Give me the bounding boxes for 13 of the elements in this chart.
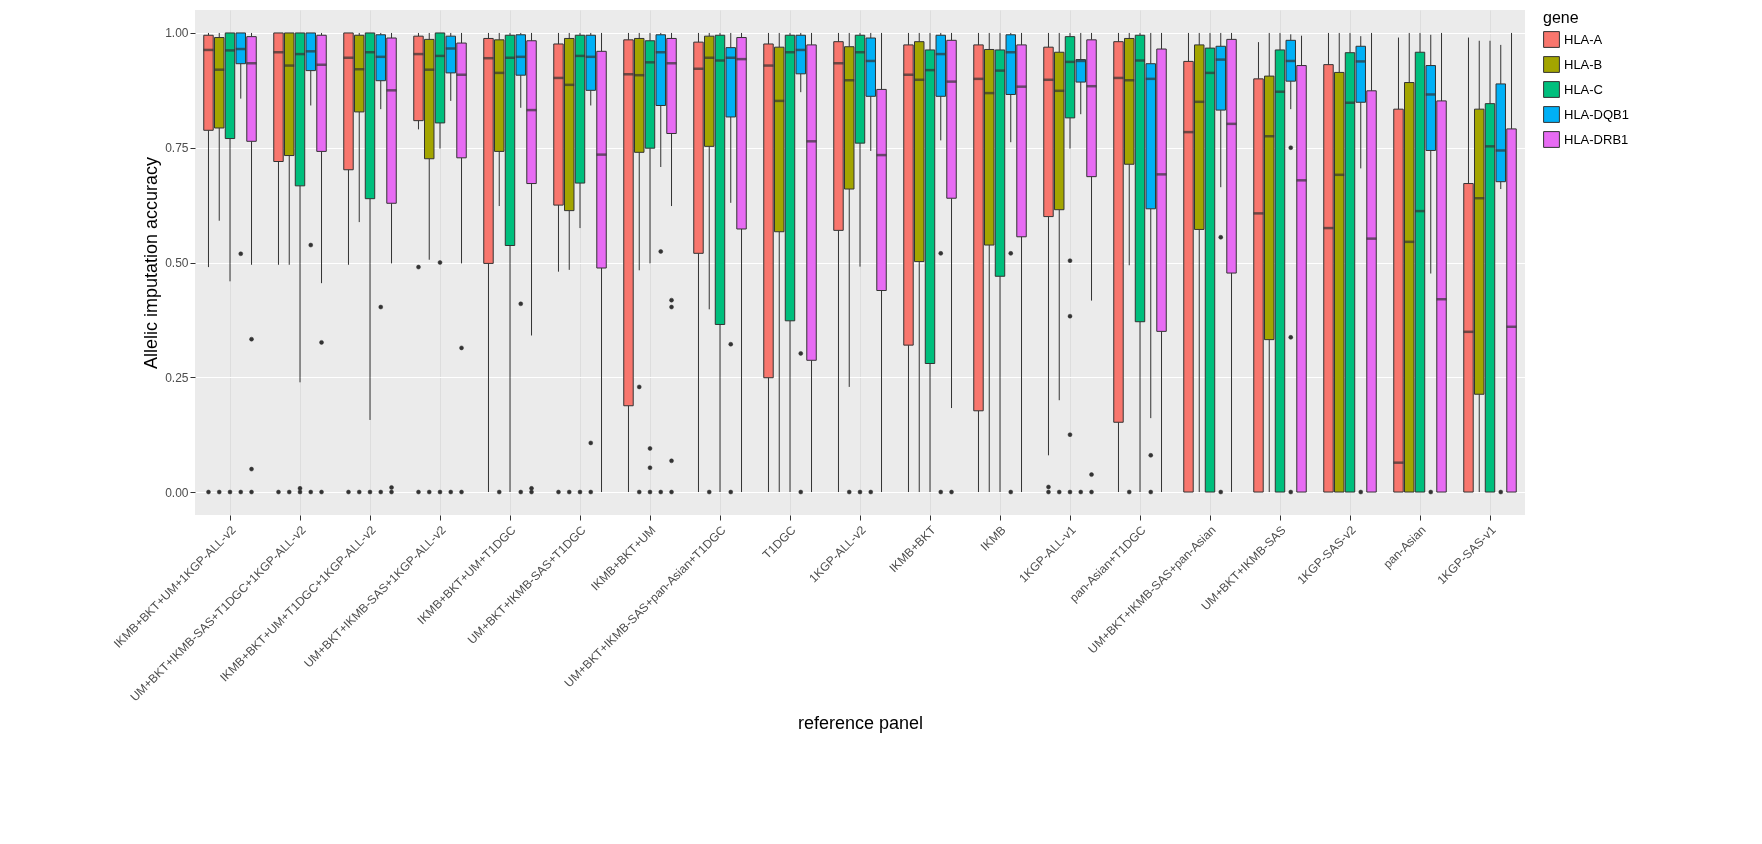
y-tick-label: 0.25 [165, 370, 189, 385]
legend-label: HLA-DQB1 [1564, 106, 1630, 122]
x-axis-title: reference panel [797, 713, 924, 734]
y-tick-label: 0.50 [165, 256, 189, 270]
legend-label: HLA-B [1564, 56, 1603, 72]
legend-label: HLA-C [1564, 81, 1604, 97]
y-axis-title: Allelic imputation accuracy [141, 156, 162, 370]
legend-title: gene [1543, 9, 1579, 26]
y-tick-label: 1.00 [165, 26, 189, 41]
legend-label: HLA-A [1564, 31, 1603, 47]
y-tick-label: 0.75 [165, 141, 189, 156]
y-tick-label: 0.00 [165, 485, 189, 500]
legend-label: HLA-DRB1 [1564, 131, 1629, 147]
